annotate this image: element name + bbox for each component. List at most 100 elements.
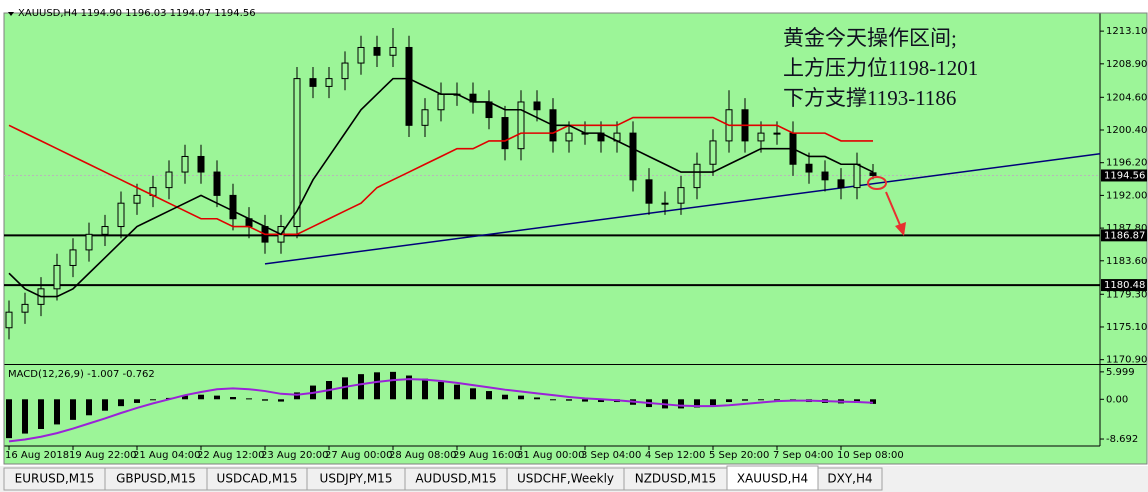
macd-bar — [198, 394, 204, 400]
macd-bar — [582, 399, 588, 402]
x-tick-label: 22 Aug 12:00 — [197, 450, 264, 461]
macd-bar — [454, 384, 460, 400]
macd-bar — [182, 395, 188, 400]
y-tick-label: 1204.60 — [1106, 92, 1147, 103]
macd-bar — [438, 381, 444, 400]
candle-body — [117, 202, 125, 228]
macd-y-tick-label: 5.999 — [1106, 367, 1135, 378]
macd-bar — [342, 377, 348, 400]
macd-bar — [598, 399, 604, 403]
y-tick-label: 1183.60 — [1106, 256, 1147, 267]
candle-body — [853, 163, 861, 189]
macd-bar — [870, 399, 876, 404]
candle-body — [5, 311, 13, 329]
x-tick-label: 16 Aug 2018 — [5, 450, 69, 461]
macd-y-tick-label: 0.00 — [1106, 394, 1128, 405]
x-tick-label: 23 Aug 20:00 — [261, 450, 328, 461]
macd-bar — [742, 399, 748, 401]
candle-body — [373, 46, 381, 56]
x-tick-label: 3 Sep 04:00 — [581, 450, 641, 461]
trendline — [264, 153, 1101, 265]
macd-bar — [278, 399, 284, 402]
macd-signal — [8, 378, 874, 443]
macd-bar — [566, 399, 572, 401]
highlight-circle — [867, 176, 887, 190]
candle-body — [165, 171, 173, 189]
x-tick-label: 29 Aug 16:00 — [453, 450, 520, 461]
candle-body — [229, 194, 237, 220]
y-tick-label: 1187.80 — [1106, 223, 1147, 234]
macd-bar — [486, 391, 492, 400]
level-label: 1186.87 — [1104, 230, 1145, 241]
candle-body — [501, 117, 509, 150]
price-pane — [4, 13, 1100, 364]
y-tick-label: 1196.20 — [1106, 158, 1147, 169]
x-tick-label: 27 Aug 00:00 — [325, 450, 392, 461]
macd-bar — [534, 397, 540, 400]
annotation: 上方压力位1198-1201 — [783, 56, 978, 80]
macd-bar — [294, 392, 300, 400]
x-tick-label: 10 Sep 08:00 — [837, 450, 904, 461]
candle-body — [837, 179, 845, 189]
candle-body — [341, 62, 349, 80]
y-tick-label: 1179.30 — [1106, 289, 1147, 300]
macd-bar — [102, 399, 108, 411]
macd-bar — [710, 399, 716, 406]
tab-label: USDJPY,M15 — [320, 472, 393, 486]
macd-bar — [358, 374, 364, 400]
x-tick-label: 19 Aug 22:00 — [69, 450, 136, 461]
candle-body — [69, 249, 77, 266]
tab-label: NZDUSD,M15 — [635, 472, 717, 486]
tab-label: USDCHF,Weekly — [517, 472, 614, 486]
macd-bar — [470, 388, 476, 400]
macd-bar — [406, 375, 412, 400]
macd-bar — [38, 399, 44, 429]
candle-body — [661, 202, 669, 205]
tab-label: USDCAD,M15 — [217, 472, 298, 486]
x-tick-label: 7 Sep 04:00 — [773, 450, 833, 461]
macd-bar — [374, 372, 380, 400]
macd-bar — [6, 399, 12, 439]
annotation: 下方支撑1193-1186 — [783, 86, 956, 110]
tab-label: XAUUSD,H4 — [737, 472, 808, 486]
tab-label: EURUSD,M15 — [15, 472, 95, 486]
candle-body — [645, 179, 653, 204]
macd-pane — [4, 365, 1100, 446]
candle-body — [101, 226, 109, 235]
y-tick-label: 1175.10 — [1106, 322, 1147, 333]
candle-body — [309, 78, 317, 87]
last-price-box — [1101, 169, 1147, 182]
macd-bar — [502, 394, 508, 400]
y-tick-label: 1213.10 — [1106, 26, 1147, 37]
macd-y-tick-label: -8.692 — [1106, 434, 1138, 445]
candle-body — [821, 171, 829, 181]
plot: 1213.10 1208.90 1204.60 1200.40 1196.20 1192.… — [3, 26, 1147, 491]
macd-bar — [134, 399, 140, 403]
candle-body — [677, 187, 685, 204]
tab[interactable] — [726, 465, 819, 491]
candle-body — [869, 172, 877, 176]
candle-body — [693, 163, 701, 189]
level-label-box — [1101, 279, 1147, 292]
menu-arrow — [8, 12, 14, 16]
candle-body — [53, 264, 61, 290]
macd-bar — [214, 395, 220, 400]
macd-bar — [774, 399, 780, 401]
annotation: 黄金今天操作区间; — [783, 26, 957, 50]
level-label: 1180.48 — [1104, 280, 1145, 291]
macd-bar — [518, 395, 524, 400]
candle-body — [213, 171, 221, 196]
candle-body — [133, 194, 141, 204]
candle-body — [533, 101, 541, 111]
candle-body — [181, 155, 189, 173]
tab-label: DXY,H4 — [827, 472, 872, 486]
candle-body — [325, 78, 333, 87]
tab-label: AUDUSD,M15 — [415, 472, 496, 486]
candle-body — [357, 46, 365, 64]
macd-bar — [390, 371, 396, 400]
y-tick-label: 1200.40 — [1106, 125, 1147, 136]
macd-bar — [118, 399, 124, 407]
macd-bar — [262, 399, 268, 401]
tab[interactable] — [817, 467, 883, 491]
candle-body — [389, 46, 397, 56]
